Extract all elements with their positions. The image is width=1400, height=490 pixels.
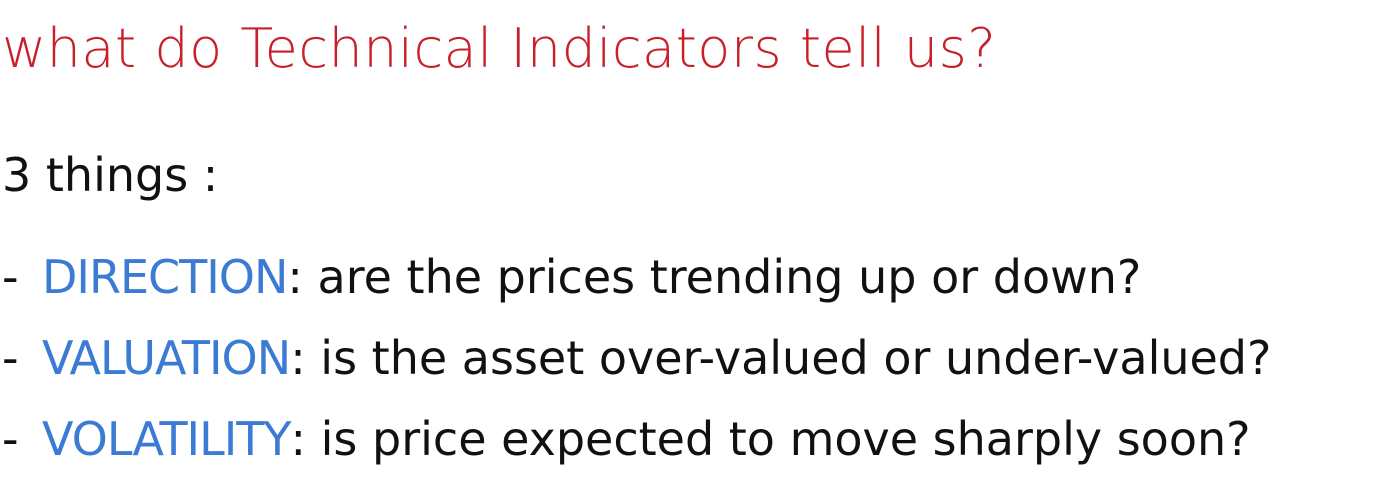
bullet-dash: - — [2, 412, 19, 466]
bullet-valuation: - VALUATION: is the asset over-valued or … — [2, 326, 1271, 390]
term-direction: DIRECTION — [42, 250, 288, 304]
page-title: what do Technical Indicators tell us? — [2, 17, 997, 80]
term-colon: : — [287, 250, 303, 304]
term-colon: : — [290, 331, 306, 385]
bullet-volatility: - VOLATILITY: is price expected to move s… — [2, 407, 1251, 471]
bullet-direction: - DIRECTION: are the prices trending up o… — [2, 245, 1141, 309]
bullet-dash: - — [2, 331, 19, 385]
bullet-text: are the prices trending up or down? — [302, 250, 1142, 304]
intro-text: 3 things : — [2, 148, 219, 202]
bullet-text: is price expected to move sharply soon? — [306, 412, 1251, 466]
bullet-dash: - — [2, 250, 19, 304]
bullet-text: is the asset over-valued or under-valued… — [305, 331, 1272, 385]
term-colon: : — [290, 412, 307, 466]
term-volatility: VOLATILITY — [42, 412, 292, 466]
term-valuation: VALUATION — [42, 331, 291, 385]
